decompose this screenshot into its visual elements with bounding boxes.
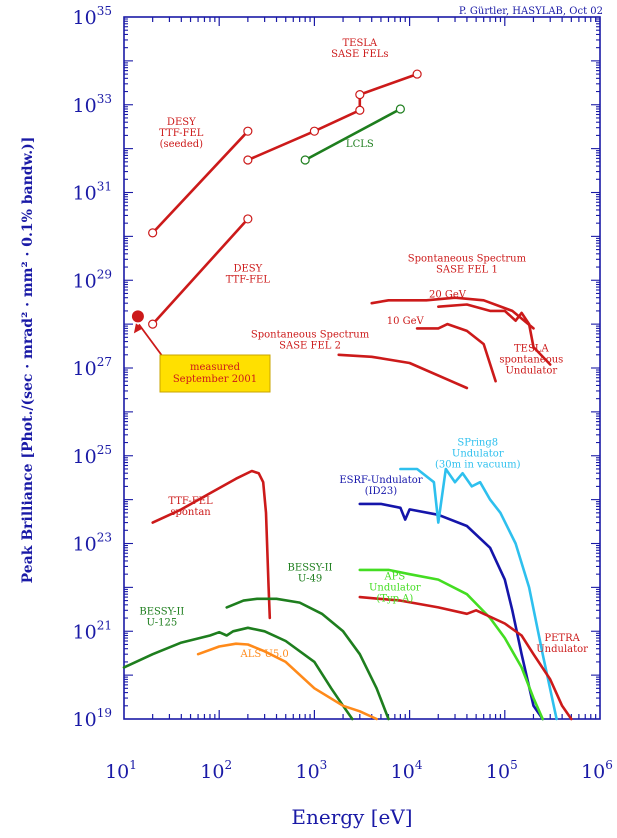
y-tick-label: 1029 xyxy=(73,267,112,292)
y-tick-label: 1023 xyxy=(73,531,112,556)
series-line xyxy=(151,129,250,235)
series-line xyxy=(358,502,544,721)
annotation-label: BESSY-II U-125 xyxy=(139,607,184,629)
data-point xyxy=(243,214,253,224)
series-line xyxy=(337,353,469,390)
annotation-label: TESLA SASE FELs xyxy=(331,38,388,60)
x-tick-label: 105 xyxy=(486,758,518,783)
chart-credit: P. Gürtler, HASYLAB, Oct 02 xyxy=(459,6,603,17)
data-point xyxy=(243,126,253,136)
y-tick-label: 1031 xyxy=(73,180,112,205)
measured-arrow xyxy=(138,323,164,358)
annotation-label: APS Undulator (Typ A) xyxy=(369,572,421,605)
x-tick-label: 106 xyxy=(581,758,613,783)
y-tick-label: 1035 xyxy=(73,4,112,29)
x-tick-label: 101 xyxy=(105,758,137,783)
data-point xyxy=(309,126,319,136)
x-axis-label: Energy [eV] xyxy=(291,805,412,829)
x-tick-label: 104 xyxy=(391,758,423,783)
annotation-label: TESLA spontaneous Undulator xyxy=(499,343,563,376)
series-line xyxy=(303,107,402,162)
annotation-label: 20 GeV xyxy=(429,290,467,301)
plot-area: 101 102 103 104 105 106 1019 1021 1023 1025 1027 10… xyxy=(73,4,613,783)
series-line xyxy=(225,597,390,721)
y-tick-label: 1021 xyxy=(73,618,112,643)
data-point xyxy=(355,90,365,100)
data-point xyxy=(395,104,405,114)
y-tick-label: 1025 xyxy=(73,443,112,468)
data-point xyxy=(355,105,365,115)
series-line xyxy=(122,626,354,721)
measured-callout-text: measured September 2001 xyxy=(173,362,257,385)
measured-callout xyxy=(159,354,271,393)
series-line xyxy=(370,296,535,330)
data-point xyxy=(412,69,422,79)
annotation-label: ALS U5.0 xyxy=(240,649,289,660)
series-line xyxy=(399,467,558,721)
y-tick-label: 1027 xyxy=(73,355,112,380)
series-line xyxy=(151,217,250,326)
annotation-label: TTF-FEL spontan xyxy=(168,496,213,518)
annotation-label: 10 GeV xyxy=(387,316,425,327)
series-line xyxy=(358,595,573,721)
annotation-label: LCLS xyxy=(346,139,374,150)
data-point xyxy=(148,228,158,238)
measured-point xyxy=(131,310,144,323)
annotation-label: DESY TTF-FEL xyxy=(226,263,271,285)
series-line xyxy=(196,642,378,721)
y-tick-label: 1033 xyxy=(73,92,112,117)
series-line xyxy=(246,72,419,162)
x-tick-label: 103 xyxy=(295,758,327,783)
series-line xyxy=(151,469,272,620)
series-line xyxy=(415,322,497,383)
series-line xyxy=(358,568,544,721)
data-point xyxy=(243,155,253,165)
annotation-label: BESSY-II U-49 xyxy=(288,563,333,585)
measured-arrowhead xyxy=(133,323,143,334)
annotation-label: Spontaneous Spectrum SASE FEL 1 xyxy=(408,253,527,275)
annotation-label: Spontaneous Spectrum SASE FEL 2 xyxy=(251,329,370,351)
annotation-label: SPring8 Undulator (30m in vacuum) xyxy=(435,438,521,471)
series-line xyxy=(437,303,552,366)
data-point xyxy=(148,319,158,329)
annotation-label: ESRF-Undulator (ID23) xyxy=(339,475,422,497)
data-point xyxy=(300,155,310,165)
y-tick-label: 1019 xyxy=(73,706,112,731)
annotation-label: DESY TTF-FEL (seeded) xyxy=(159,117,204,150)
y-axis-label: Peak Brilliance [Phot./(sec · mrad² · mm… xyxy=(20,137,36,584)
annotation-label: PETRA Undulator xyxy=(536,633,588,655)
x-tick-label: 102 xyxy=(200,758,232,783)
